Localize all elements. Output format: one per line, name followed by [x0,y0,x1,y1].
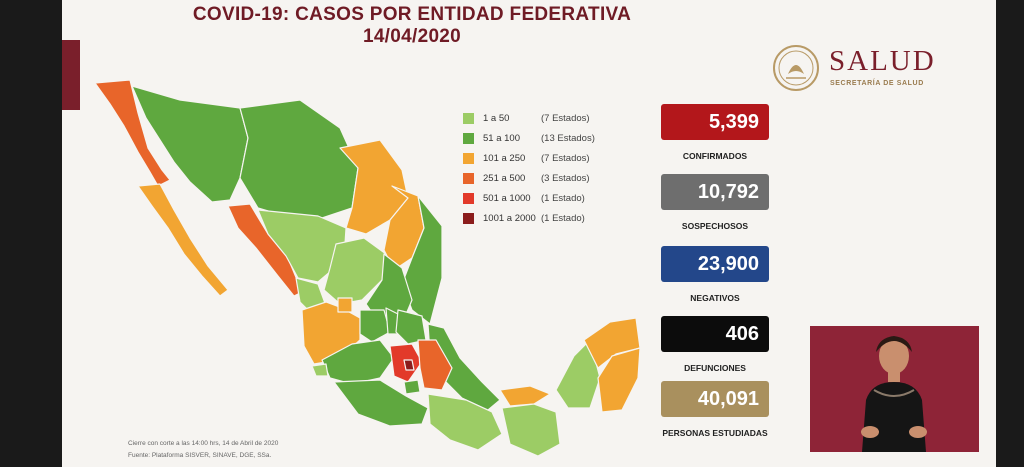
legend-item: 101 a 250 (7 Estados) [463,148,643,168]
legend-swatch [463,172,474,184]
logo-wordmark: SALUD [829,45,936,77]
mexico-states-map [94,79,641,457]
legend-count: (1 Estado) [541,212,585,224]
legend-range: 251 a 500 [483,172,526,184]
stat-value-box: 5,399 [661,104,769,140]
state-coahuila [339,139,409,235]
title-line-1: COVID-19: CASOS POR ENTIDAD FEDERATIVA [192,4,632,25]
legend-range: 51 a 100 [483,132,520,144]
legend-swatch [463,112,474,124]
legend-count: (3 Estados) [541,172,590,184]
legend-swatch [463,212,474,224]
state-tabasco [499,385,551,407]
legend-count: (13 Estados) [541,132,595,144]
state-puebla [417,339,453,391]
legend-range: 501 a 1000 [483,192,531,204]
state-morelos [403,379,421,395]
legend-count: (7 Estados) [541,152,590,164]
title-date: 14/04/2020 [362,26,462,47]
stat-label: NEGATIVOS [690,293,740,303]
state-tamaulipas [401,195,443,325]
legend-item: 251 a 500 (3 Estados) [463,168,643,188]
salud-logo: SALUD SECRETARÍA DE SALUD [772,44,972,94]
legend-swatch [463,192,474,204]
state-sonora [131,85,249,203]
interpreter-figure [861,336,927,452]
state-quintana-roo [597,347,641,413]
stat-label: SOSPECHOSOS [681,221,749,231]
state-michoacan [321,339,395,385]
logo-subtitle: SECRETARÍA DE SALUD [830,80,924,87]
eagle-seal-icon [773,45,819,91]
stat-label: PERSONAS ESTUDIADAS [662,428,768,438]
state-durango [257,209,347,283]
stat-label: DEFUNCIONES [684,363,746,373]
state-zacatecas [323,237,387,305]
state-aguascalientes [337,297,353,313]
legend-item: 501 a 1000 (1 Estado) [463,188,643,208]
state-baja-california-sur [137,183,229,297]
legend-item: 1001 a 2000 (1 Estado) [463,208,643,228]
state-cdmx [403,359,415,371]
state-chiapas [501,403,561,457]
legend-range: 101 a 250 [483,152,526,164]
stat-defunciones: 406 DEFUNCIONES [661,316,769,374]
state-sinaloa [227,203,303,297]
page-title: COVID-19: CASOS POR ENTIDAD FEDERATIVA 1… [62,4,762,48]
legend-swatch [463,152,474,164]
state-guerrero [333,379,429,427]
sign-language-interpreter-video [810,326,979,452]
state-hidalgo [395,309,427,345]
stat-value-box: 406 [661,316,769,352]
legend: 1 a 50 (7 Estados) 51 a 100 (13 Estados)… [463,108,643,228]
stat-label: CONFIRMADOS [682,151,748,161]
stat-value-box: 10,792 [661,174,769,210]
state-oaxaca [427,393,503,451]
legend-range: 1001 a 2000 [483,212,536,224]
legend-swatch [463,132,474,144]
legend-item: 51 a 100 (13 Estados) [463,128,643,148]
stat-sospechosos: 10,792 SOSPECHOSOS [661,174,769,232]
stat-personas-estudiadas: 40,091 PERSONAS ESTUDIADAS [661,381,769,439]
stat-negativos: 23,900 NEGATIVOS [661,246,769,304]
state-colima [311,363,329,377]
legend-range: 1 a 50 [483,112,510,124]
footnote-source: Fuente: Plataforma SISVER, SINAVE, DGE, … [128,452,272,459]
state-baja-california [94,79,171,187]
decorative-band [62,40,80,110]
stat-value-box: 23,900 [661,246,769,282]
state-guanajuato [359,309,391,343]
legend-item: 1 a 50 (7 Estados) [463,108,643,128]
state-chihuahua [239,99,359,219]
stat-value-box: 40,091 [661,381,769,417]
stat-confirmados: 5,399 CONFIRMADOS [661,104,769,162]
legend-count: (1 Estado) [541,192,585,204]
legend-count: (7 Estados) [541,112,590,124]
footnote-cutoff: Cierre con corte a las 14:00 hrs, 14 de … [128,440,279,447]
